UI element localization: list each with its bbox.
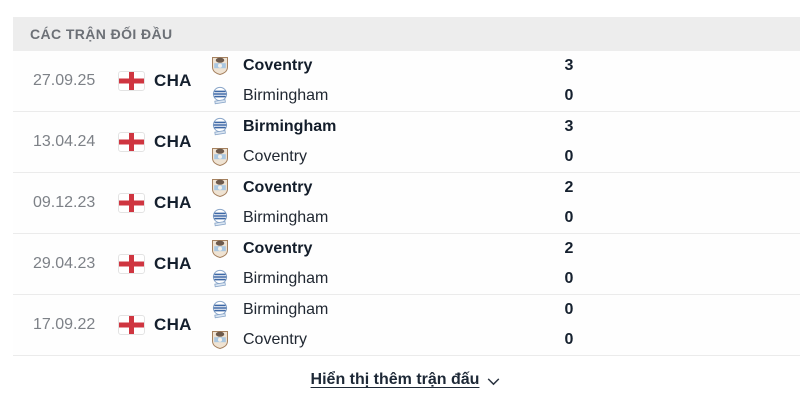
match-date: 27.09.25 [33,72,96,89]
teams: Birmingham Coventry [210,112,555,172]
match-date: 09.12.23 [33,194,96,211]
league-badge: CHA [118,254,210,274]
footer: Hiển thị thêm trận đấu [13,356,800,404]
team-score: 0 [564,209,574,226]
show-more-link[interactable]: Hiển thị thêm trận đấu [311,371,503,390]
teams: Coventry Birmingham [210,51,555,111]
show-more-label: Hiển thị thêm trận đấu [310,371,480,388]
coventry-crest-icon [210,147,230,167]
coventry-crest-icon [210,239,230,259]
team-line: Coventry [210,142,555,172]
team-score: 0 [564,87,574,104]
team-name: Coventry [243,240,313,257]
team-score: 0 [564,148,574,165]
scores: 0 0 [555,295,583,355]
england-flag-icon [118,132,145,152]
coventry-crest-icon [210,178,230,198]
birmingham-crest-icon [210,208,230,228]
scores: 3 0 [555,51,583,111]
match-date: 29.04.23 [33,255,96,272]
england-flag-icon [118,254,145,274]
match-list: 27.09.25 CHA Coventry Birmingham 3 0 13.… [13,51,800,356]
team-name: Birmingham [243,301,329,318]
team-score: 0 [564,270,574,287]
league-code: CHA [154,254,192,273]
teams: Coventry Birmingham [210,173,555,233]
league-code: CHA [154,71,192,90]
coventry-crest-icon [210,330,230,350]
team-line: Coventry [210,173,555,203]
england-flag-icon [118,193,145,213]
match-row[interactable]: 29.04.23 CHA Coventry Birmingham 2 0 [13,234,800,295]
league-badge: CHA [118,315,210,335]
match-row[interactable]: 09.12.23 CHA Coventry Birmingham 2 0 [13,173,800,234]
team-name: Birmingham [243,87,329,104]
birmingham-crest-icon [210,269,230,289]
england-flag-icon [118,315,145,335]
scores: 2 0 [555,173,583,233]
team-line: Coventry [210,51,555,81]
teams: Birmingham Coventry [210,295,555,355]
england-flag-icon [118,71,145,91]
match-row[interactable]: 13.04.24 CHA Birmingham Coventry 3 0 [13,112,800,173]
teams: Coventry Birmingham [210,234,555,294]
scores: 2 0 [555,234,583,294]
team-name: Coventry [243,148,308,165]
team-name: Birmingham [243,209,329,226]
league-code: CHA [154,193,192,212]
team-score: 2 [564,240,574,257]
coventry-crest-icon [210,56,230,76]
team-score: 3 [564,118,574,135]
team-name: Birmingham [243,270,329,287]
team-line: Coventry [210,325,555,355]
team-score: 0 [564,301,574,318]
chevron-down-icon [485,373,502,390]
team-score: 3 [564,57,574,74]
team-name: Coventry [243,331,308,348]
league-code: CHA [154,315,192,334]
match-row[interactable]: 27.09.25 CHA Coventry Birmingham 3 0 [13,51,800,112]
birmingham-crest-icon [210,300,230,320]
match-date: 17.09.22 [33,316,96,333]
team-score: 2 [564,179,574,196]
league-badge: CHA [118,71,210,91]
birmingham-crest-icon [210,86,230,106]
league-badge: CHA [118,193,210,213]
team-line: Birmingham [210,81,555,111]
section-header: CÁC TRẬN ĐỐI ĐẦU [13,17,800,51]
team-name: Coventry [243,57,313,74]
birmingham-crest-icon [210,117,230,137]
match-date: 13.04.24 [33,133,96,150]
match-row[interactable]: 17.09.22 CHA Birmingham Coventry 0 0 [13,295,800,356]
section-title: CÁC TRẬN ĐỐI ĐẦU [30,26,173,42]
team-line: Birmingham [210,112,555,142]
team-line: Birmingham [210,264,555,294]
team-name: Birmingham [243,118,337,135]
league-code: CHA [154,132,192,151]
team-line: Coventry [210,234,555,264]
league-badge: CHA [118,132,210,152]
team-name: Coventry [243,179,313,196]
team-line: Birmingham [210,295,555,325]
team-score: 0 [564,331,574,348]
team-line: Birmingham [210,203,555,233]
scores: 3 0 [555,112,583,172]
